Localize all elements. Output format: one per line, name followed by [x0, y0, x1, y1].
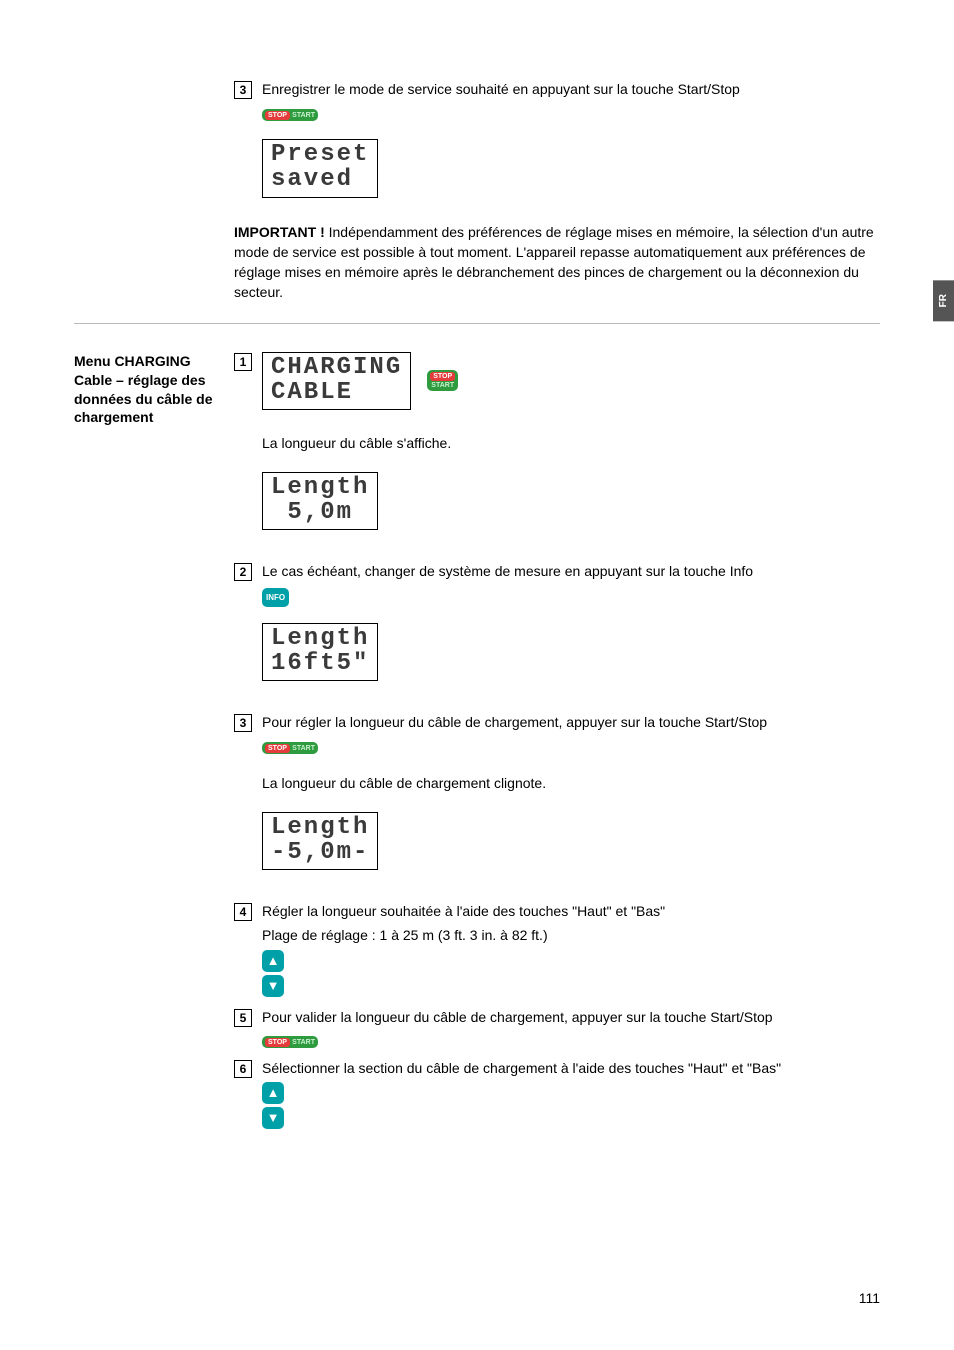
- step-content: Régler la longueur souhaitée à l'aide de…: [262, 902, 880, 999]
- lcd-line-1: Length: [271, 626, 369, 651]
- down-arrow-icon: ▼: [262, 975, 284, 997]
- start-label: START: [292, 745, 315, 752]
- step-1: 1 CHARGING CABLE STOP START: [234, 352, 880, 424]
- down-arrow-icon: ▼: [262, 1107, 284, 1129]
- step-number: 6: [234, 1060, 252, 1078]
- top-section: 3 Enregistrer le mode de service souhait…: [234, 80, 880, 303]
- up-arrow-icon: ▲: [262, 950, 284, 972]
- start-label: START: [431, 382, 454, 389]
- stop-label: STOP: [265, 111, 290, 120]
- note-length-blinks: La longueur du câble de chargement clign…: [262, 774, 880, 794]
- lcd-preset-saved: Preset saved: [262, 139, 378, 197]
- page-content: 3 Enregistrer le mode de service souhait…: [0, 0, 954, 1194]
- step-content: Pour valider la longueur du câble de cha…: [262, 1008, 880, 1051]
- step-2: 2 Le cas échéant, changer de système de …: [234, 562, 880, 607]
- important-text: Indépendamment des préférences de réglag…: [234, 224, 874, 301]
- step-3-save: 3 Enregistrer le mode de service souhait…: [234, 80, 880, 123]
- lcd-line-2: CABLE: [271, 380, 402, 405]
- page-number: 111: [859, 1290, 880, 1306]
- step-content: CHARGING CABLE STOP START: [262, 352, 880, 424]
- step-4: 4 Régler la longueur souhaitée à l'aide …: [234, 902, 880, 999]
- step-number: 1: [234, 353, 252, 371]
- section-heading: Menu CHARGING Cable – réglage des donnée…: [74, 352, 234, 428]
- step-3: 3 Pour régler la longueur du câble de ch…: [234, 713, 880, 756]
- lcd-line-1: Length: [271, 815, 369, 840]
- start-label: START: [292, 112, 315, 119]
- note-length-displayed: La longueur du câble s'affiche.: [262, 434, 880, 454]
- step-number: 3: [234, 81, 252, 99]
- step-number: 4: [234, 903, 252, 921]
- stop-label: STOP: [265, 744, 290, 753]
- step-number: 3: [234, 714, 252, 732]
- step-instruction: Pour régler la longueur du câble de char…: [262, 714, 767, 730]
- start-stop-button-icon: STOP START: [262, 109, 318, 121]
- start-stop-button-icon: STOP START: [262, 1036, 318, 1048]
- step-content: Pour régler la longueur du câble de char…: [262, 713, 880, 756]
- stop-label: STOP: [265, 1038, 290, 1047]
- step-line-1: Régler la longueur souhaitée à l'aide de…: [262, 902, 880, 922]
- step-instruction: Pour valider la longueur du câble de cha…: [262, 1009, 773, 1025]
- step-instruction: Sélectionner la section du câble de char…: [262, 1060, 781, 1076]
- lcd-line-1: Preset: [271, 142, 369, 167]
- step-number: 2: [234, 563, 252, 581]
- lcd-line-2: 5,0m: [271, 500, 369, 525]
- step-line-2: Plage de réglage : 1 à 25 m (3 ft. 3 in.…: [262, 926, 880, 946]
- section-body: 1 CHARGING CABLE STOP START La longueu: [234, 352, 880, 1141]
- up-arrow-icon: ▲: [262, 1082, 284, 1104]
- important-label: IMPORTANT !: [234, 224, 325, 240]
- language-tab: FR: [933, 280, 954, 321]
- info-button-icon: INFO: [262, 588, 289, 607]
- start-stop-button-icon: STOP START: [262, 742, 318, 754]
- important-note: IMPORTANT ! Indépendamment des préférenc…: [234, 222, 880, 303]
- step-content: Sélectionner la section du câble de char…: [262, 1059, 880, 1133]
- lcd-line-2: 16ft5": [271, 651, 369, 676]
- lcd-length-blink: Length -5,0m-: [262, 812, 378, 870]
- step-number: 5: [234, 1009, 252, 1027]
- step-6: 6 Sélectionner la section du câble de ch…: [234, 1059, 880, 1133]
- lcd-line-1: CHARGING: [271, 355, 402, 380]
- lcd-line-2: -5,0m-: [271, 840, 369, 865]
- start-label: START: [292, 1039, 315, 1046]
- step-instruction: Enregistrer le mode de service souhaité …: [262, 81, 740, 97]
- lcd-charging-cable: CHARGING CABLE: [262, 352, 411, 410]
- step-instruction: Le cas échéant, changer de système de me…: [262, 563, 753, 579]
- lcd-line-1: Length: [271, 475, 369, 500]
- stop-label: STOP: [430, 372, 455, 381]
- step-content: Le cas échéant, changer de système de me…: [262, 562, 880, 607]
- charging-cable-section: Menu CHARGING Cable – réglage des donnée…: [74, 352, 880, 1141]
- step-text: Enregistrer le mode de service souhaité …: [262, 80, 880, 123]
- lcd-length-5m: Length 5,0m: [262, 472, 378, 530]
- section-divider: [74, 323, 880, 324]
- start-stop-button-icon: STOP START: [427, 370, 458, 391]
- step-5: 5 Pour valider la longueur du câble de c…: [234, 1008, 880, 1051]
- lcd-length-ft: Length 16ft5": [262, 623, 378, 681]
- lcd-line-2: saved: [271, 167, 369, 192]
